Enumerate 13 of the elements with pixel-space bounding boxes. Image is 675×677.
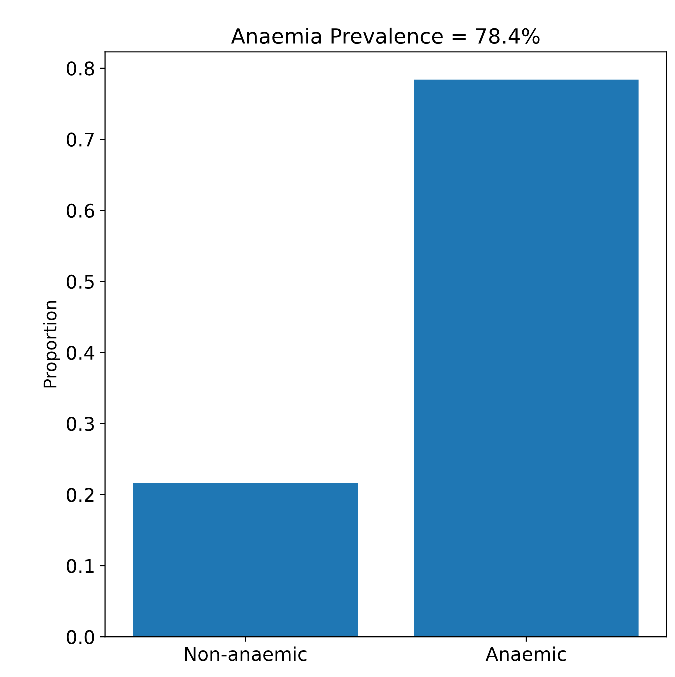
y-tick-label: 0.1	[66, 559, 94, 574]
y-tick-label: 0.8	[66, 62, 94, 76]
y-axis-title: Proportion	[43, 301, 60, 388]
y-tick-label: 0.3	[66, 417, 94, 432]
chart-title: Anaemia Prevalence = 78.4%	[231, 28, 540, 44]
x-tick-label: Anaemic	[486, 646, 566, 662]
x-tick-label: Non-anaemic	[185, 646, 307, 662]
y-tick-label: 0.6	[66, 204, 94, 218]
y-tick-label: 0.5	[66, 274, 94, 290]
y-tick-label: 0.7	[66, 132, 94, 147]
y-tick-label: 0.0	[66, 630, 94, 644]
y-tick-label: 0.4	[66, 346, 95, 360]
y-tick-label: 0.2	[66, 488, 94, 502]
